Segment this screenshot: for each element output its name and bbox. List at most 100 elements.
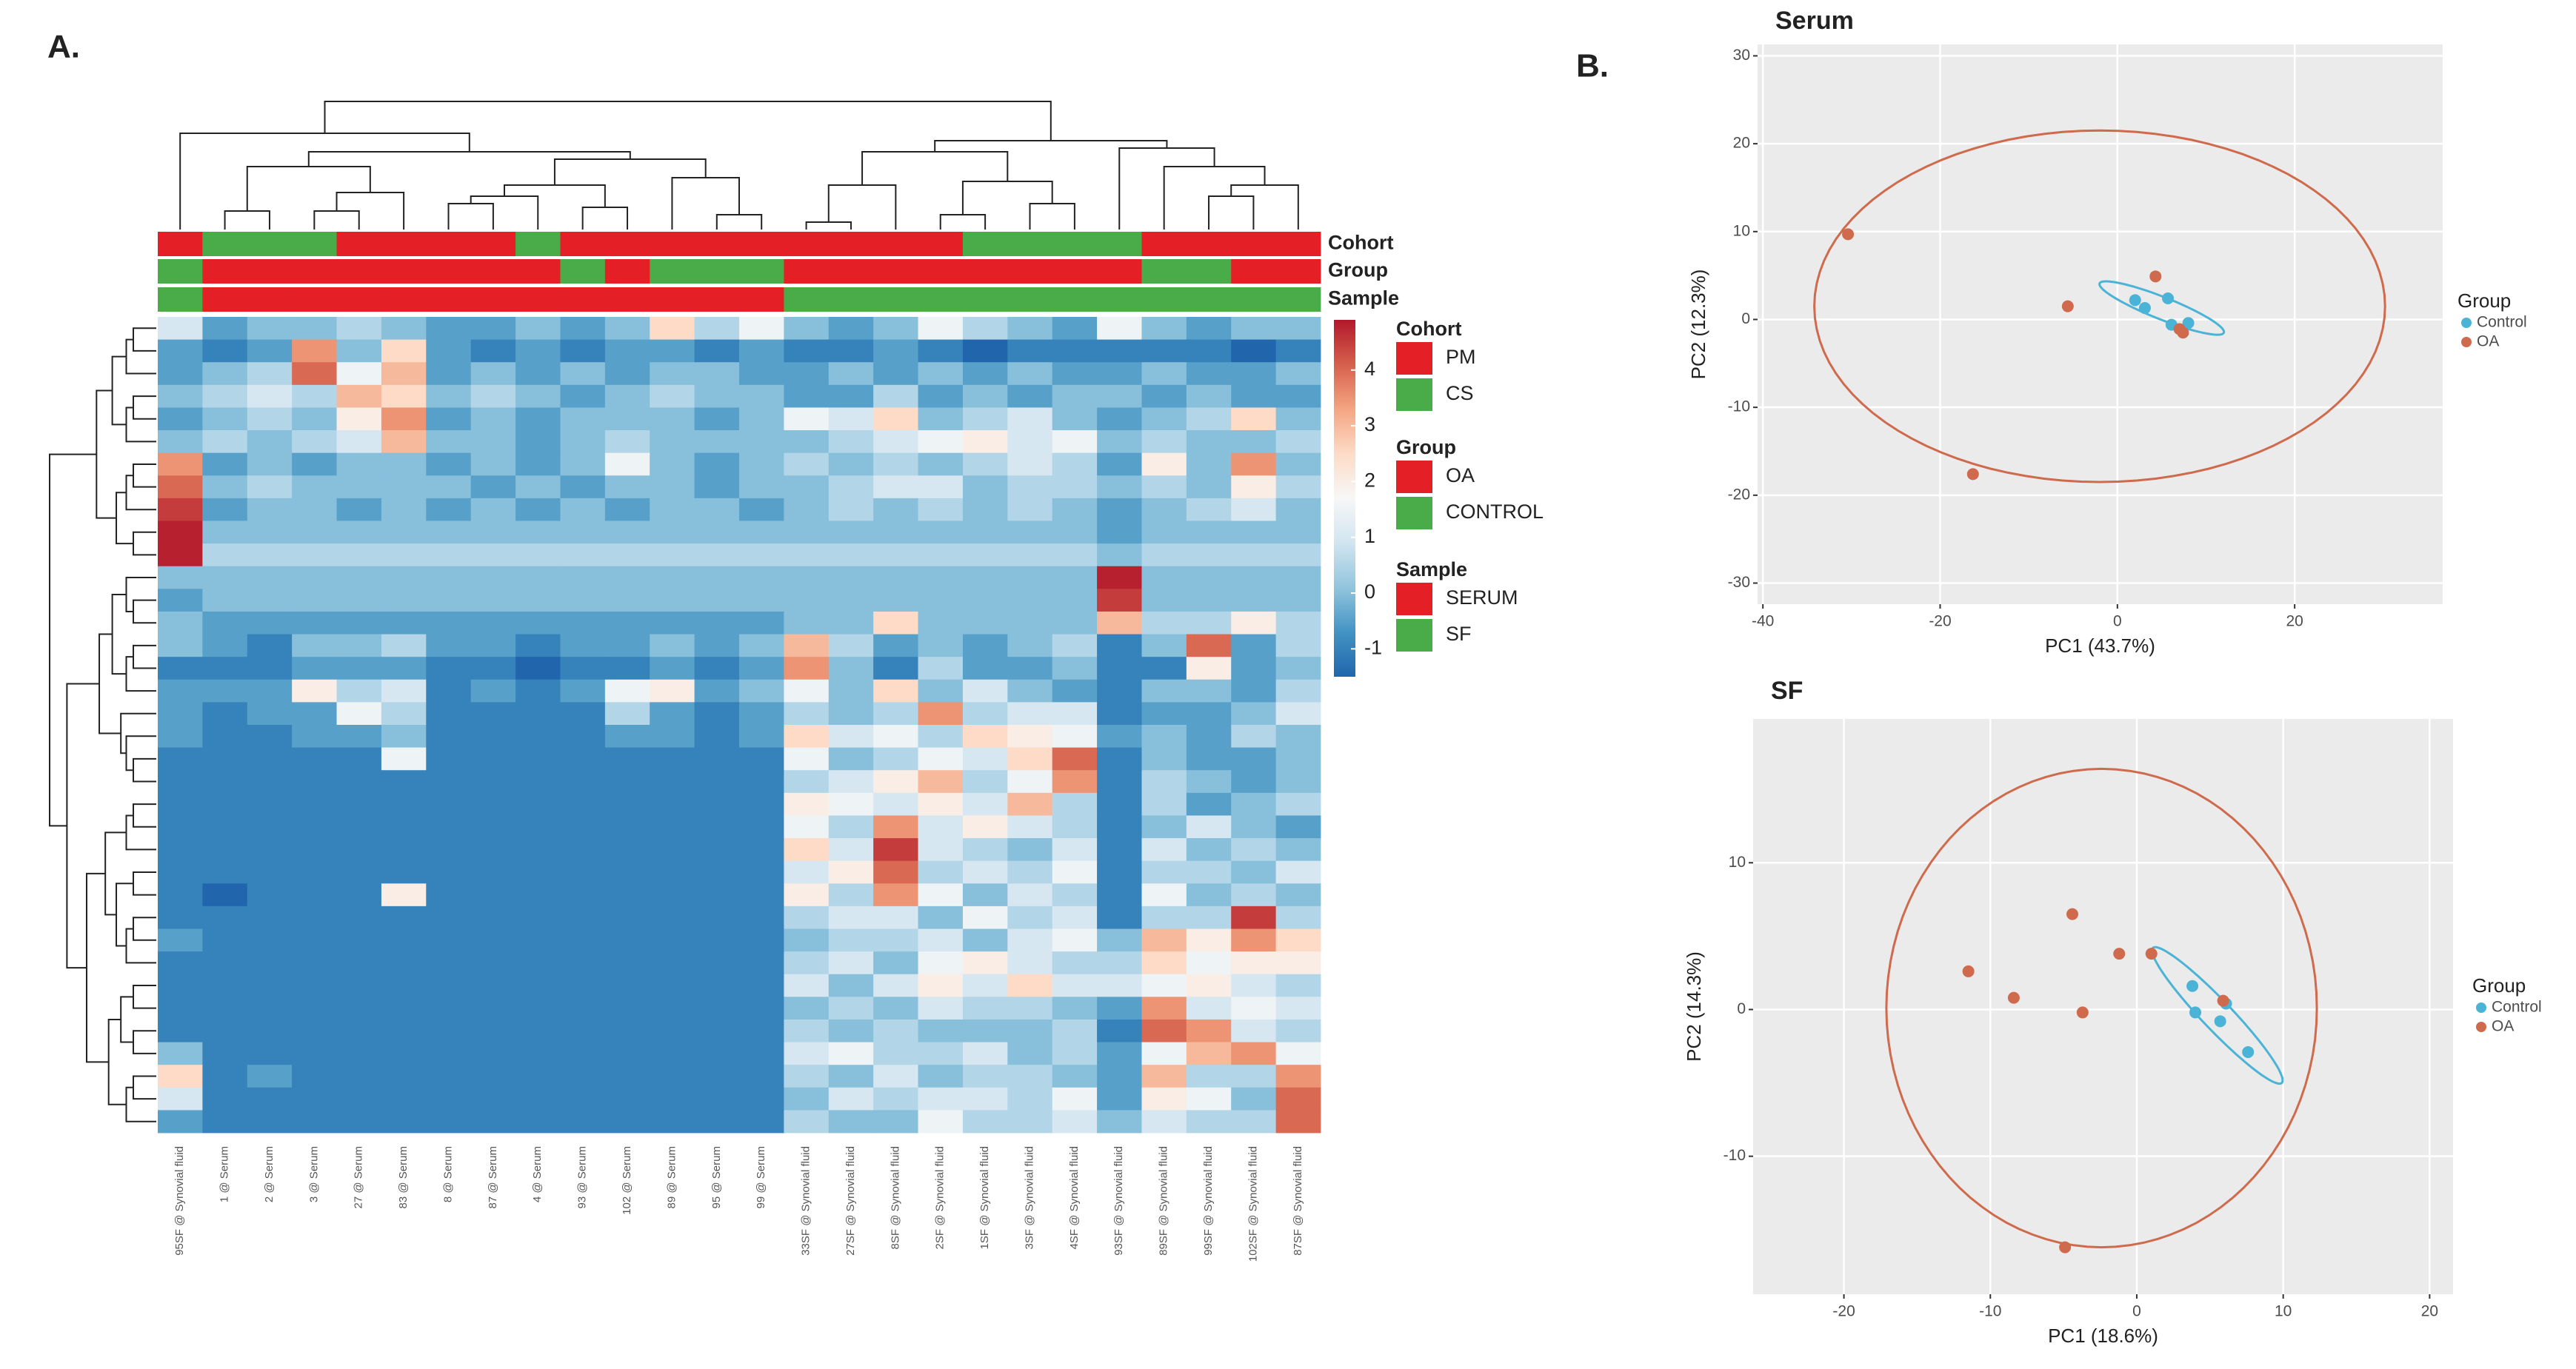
heatmap-cell — [336, 362, 382, 386]
heatmap-cell — [918, 317, 964, 341]
heatmap-cell — [515, 430, 561, 454]
heatmap-cell — [1186, 657, 1232, 680]
heatmap-cell — [426, 1110, 472, 1134]
heatmap-cell — [1097, 838, 1142, 862]
heatmap-cell — [1141, 997, 1187, 1020]
heatmap-cell — [202, 747, 248, 771]
heatmap-cell — [1097, 362, 1142, 386]
heatmap-cell — [426, 543, 472, 567]
heatmap-cell — [694, 1065, 740, 1088]
heatmap-cell — [962, 679, 1008, 703]
heatmap-cell — [336, 317, 382, 341]
heatmap-cell — [158, 792, 203, 816]
heatmap-cell — [158, 362, 203, 386]
heatmap-cell — [918, 792, 964, 816]
heatmap-cell — [604, 1087, 650, 1111]
heatmap-cell — [515, 362, 561, 386]
heatmap-cell — [962, 430, 1008, 454]
heatmap-cell — [426, 747, 472, 771]
heatmap-cell — [650, 407, 695, 431]
heatmap-cell — [1052, 1065, 1098, 1088]
heatmap-cell — [247, 951, 293, 975]
column-label: 93SF @ Synovial fluid — [1112, 1146, 1125, 1256]
heatmap-cell — [1052, 997, 1098, 1020]
heatmap-cell — [202, 725, 248, 749]
heatmap-cell — [292, 589, 337, 612]
heatmap-cell — [694, 792, 740, 816]
heatmap-cell — [962, 339, 1008, 363]
heatmap-cell — [828, 906, 874, 929]
heatmap-cell — [381, 475, 427, 499]
legend-label: PM — [1446, 346, 1476, 368]
heatmap-cell — [873, 384, 918, 408]
heatmap-cell — [1052, 1019, 1098, 1042]
column-label: 95SF @ Synovial fluid — [173, 1146, 186, 1256]
annotation-cell — [158, 259, 203, 284]
heatmap-cell — [515, 589, 561, 612]
legend-label: OA — [2477, 333, 2499, 350]
y-tick-label: 0 — [1741, 310, 1750, 327]
heatmap-cell — [247, 997, 293, 1020]
heatmap-cell — [604, 792, 650, 816]
heatmap-cell — [560, 339, 606, 363]
heatmap-cell — [336, 725, 382, 749]
heatmap-cell — [470, 339, 516, 363]
heatmap-cell — [873, 792, 918, 816]
heatmap-cell — [560, 634, 606, 657]
heatmap-cell — [247, 883, 293, 907]
heatmap-cell — [1275, 498, 1321, 521]
heatmap-cell — [1097, 928, 1142, 952]
heatmap-cell — [1052, 657, 1098, 680]
heatmap-cell — [1231, 679, 1277, 703]
heatmap-cell — [784, 725, 830, 749]
heatmap-cell — [470, 452, 516, 476]
heatmap-cell — [784, 384, 830, 408]
heatmap-cell — [918, 928, 964, 952]
heatmap-cell — [784, 521, 830, 544]
heatmap-cell — [650, 1042, 695, 1065]
heatmap-cell — [1097, 566, 1142, 589]
annotation-cell — [739, 287, 784, 312]
heatmap-cell — [650, 475, 695, 499]
heatmap-cell — [604, 543, 650, 567]
heatmap-cell — [1097, 815, 1142, 839]
x-tick-label: 20 — [2421, 1303, 2438, 1320]
heatmap-cell — [962, 702, 1008, 726]
heatmap-cell — [828, 634, 874, 657]
heatmap-cell — [292, 860, 337, 884]
heatmap-cell — [739, 430, 784, 454]
heatmap-cell — [292, 475, 337, 499]
heatmap-cell — [694, 566, 740, 589]
heatmap-cell — [694, 679, 740, 703]
heatmap-cell — [604, 860, 650, 884]
point — [2059, 1241, 2072, 1253]
heatmap-cell — [426, 951, 472, 975]
confidence-ellipse — [2098, 280, 2226, 336]
heatmap-cell — [426, 792, 472, 816]
point — [2177, 327, 2189, 339]
heatmap-cell — [694, 928, 740, 952]
panel-label: A. — [47, 29, 80, 65]
column-label: 4 @ Serum — [531, 1146, 544, 1202]
heatmap-cell — [1186, 362, 1232, 386]
heatmap-cell — [158, 634, 203, 657]
annotation-cell — [515, 259, 561, 284]
heatmap-cell — [650, 838, 695, 862]
annotation-cell — [828, 287, 874, 312]
heatmap-cell — [784, 589, 830, 612]
heatmap-cell — [1007, 362, 1053, 386]
heatmap-cell — [1275, 974, 1321, 997]
heatmap-cell — [158, 883, 203, 907]
heatmap-cell — [1007, 906, 1053, 929]
heatmap-cell — [247, 452, 293, 476]
heatmap-cell — [1007, 1042, 1053, 1065]
heatmap-cell — [962, 407, 1008, 431]
heatmap-cell — [873, 838, 918, 862]
point — [2242, 1045, 2255, 1058]
heatmap-cell — [1231, 725, 1277, 749]
heatmap-cell — [604, 1019, 650, 1042]
heatmap-cell — [1186, 928, 1232, 952]
heatmap-cell — [247, 430, 293, 454]
annotation-cell — [1186, 232, 1232, 256]
heatmap-cell — [1141, 1087, 1187, 1111]
